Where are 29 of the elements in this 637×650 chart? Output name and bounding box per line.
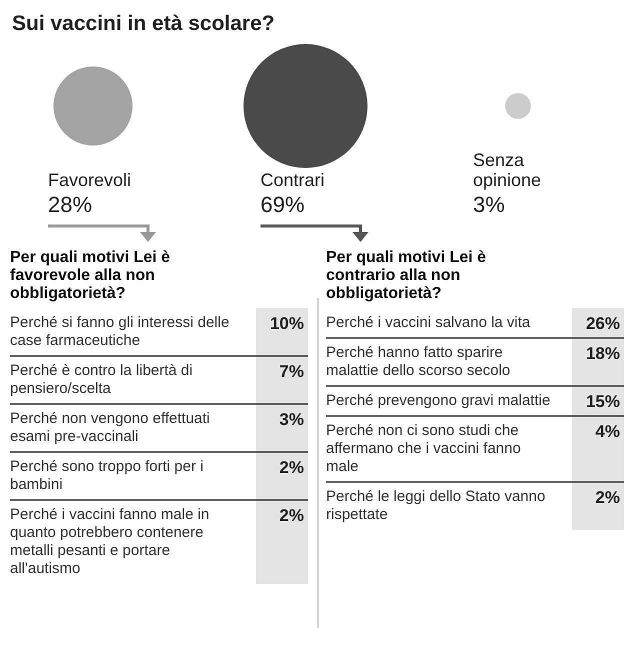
data-label: 2% bbox=[279, 458, 304, 477]
text: Per quali motivi Lei è contrario alla non obbligatorietà? bbox=[326, 249, 486, 302]
category-label: Perché non ci sono studi che affermano che i vaccini fanno male bbox=[326, 422, 521, 475]
data-label: 2% bbox=[279, 506, 304, 525]
category-label: Perché i vaccini fanno male in quanto potrebbero contenere metalli pesanti e portare all'autismo bbox=[10, 506, 210, 577]
data-label: 2% bbox=[595, 488, 620, 507]
category-label: Perché hanno fatto sparire malattie dello scorso secolo bbox=[326, 344, 510, 379]
data-label: 26% bbox=[586, 314, 620, 333]
category-label: Perché prevengono gravi malattie bbox=[326, 392, 550, 409]
data-label: 10% bbox=[270, 314, 304, 333]
data-label: 7% bbox=[279, 362, 304, 381]
category-label: Perché le leggi dello Stato vanno rispettate bbox=[326, 488, 546, 523]
category-label: Favorevoli bbox=[48, 170, 132, 190]
text: Per quali motivi Lei è favorevole alla non obbligatorietà? bbox=[10, 249, 170, 302]
data-label: 3% bbox=[279, 410, 304, 429]
category-label: Contrari bbox=[260, 170, 325, 190]
data-label: 4% bbox=[595, 422, 620, 441]
text: Sui vaccini in età scolare? bbox=[12, 12, 275, 35]
category-label: Perché sono troppo forti per i bambini bbox=[10, 458, 204, 493]
data-label: 69% bbox=[260, 192, 305, 217]
category-label: Perché si fanno gli interessi delle case farmaceutiche bbox=[10, 314, 230, 349]
category-label: Perché i vaccini salvano la vita bbox=[326, 314, 531, 331]
category-label: Perché è contro la libertà di pensiero/scelta bbox=[10, 362, 193, 397]
data-label: 3% bbox=[473, 192, 505, 217]
category-label: Perché non vengono effettuati esami pre-vaccinali bbox=[10, 410, 210, 445]
data-label: 18% bbox=[586, 344, 620, 363]
data-label: 28% bbox=[48, 192, 92, 217]
data-label: 15% bbox=[586, 392, 620, 411]
category-label: Senza opinione bbox=[473, 150, 542, 190]
